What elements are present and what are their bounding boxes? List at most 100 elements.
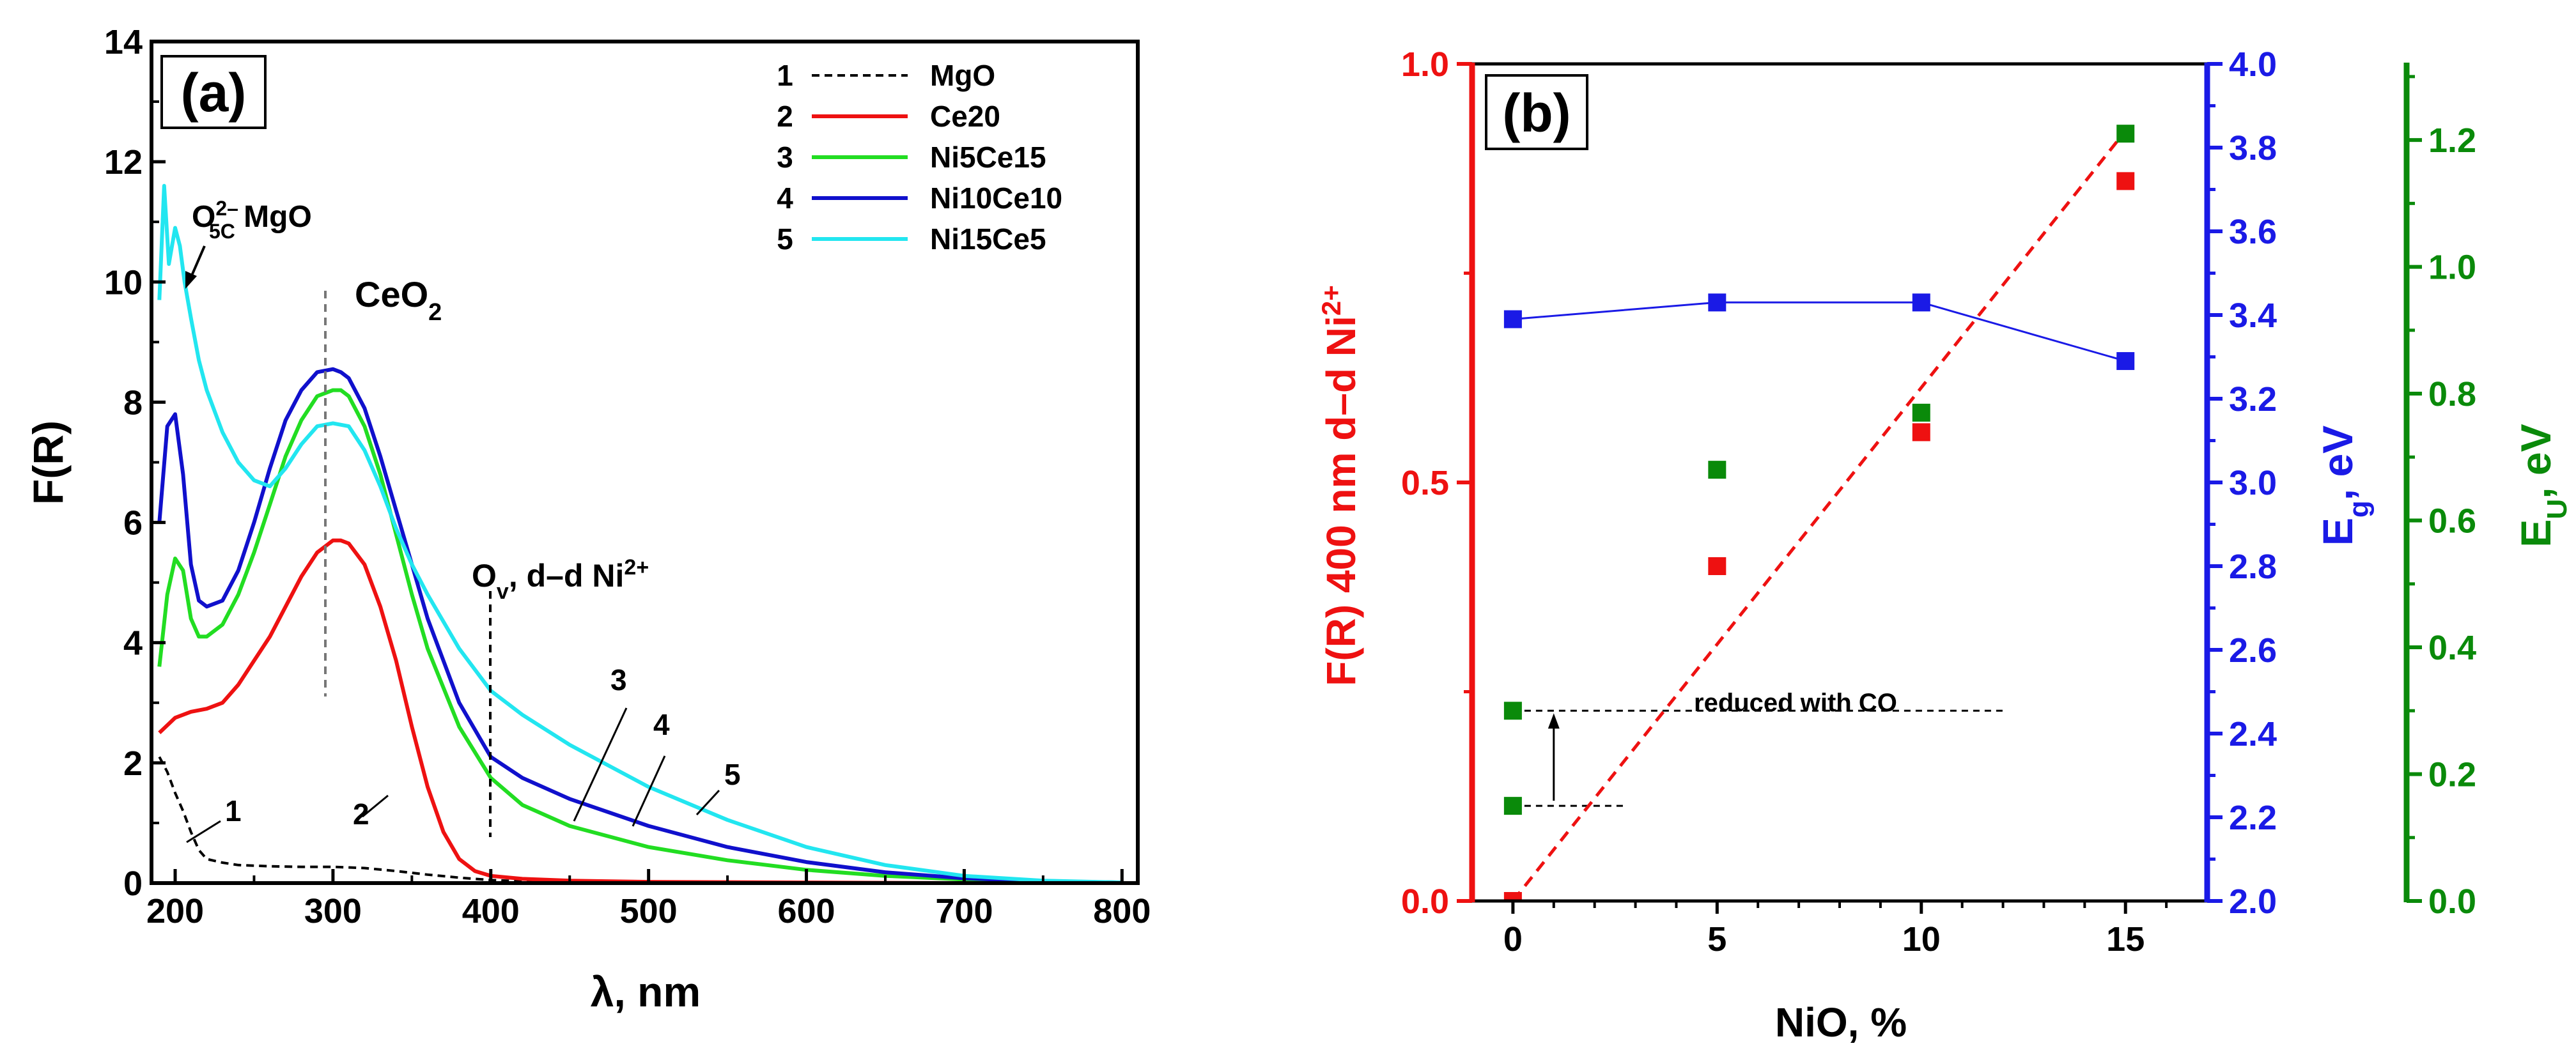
series-line-ni10ce10 bbox=[157, 367, 1122, 883]
panel-b-xlabel: NiO, % bbox=[1775, 999, 1907, 1045]
x-tick-label: 500 bbox=[620, 892, 678, 930]
curve-2-leader bbox=[362, 794, 389, 818]
x-tick-label: 300 bbox=[304, 892, 362, 930]
legend-number: 3 bbox=[777, 141, 793, 174]
legend-name: MgO bbox=[930, 59, 995, 92]
y-eg-tick-label: 2.6 bbox=[2229, 631, 2277, 670]
eg-point bbox=[1912, 293, 1930, 312]
x-tick-label: 400 bbox=[462, 892, 520, 930]
y-eu-tick-label: 0.0 bbox=[2428, 882, 2476, 921]
x-tick-label: 600 bbox=[777, 892, 835, 930]
curve-label-5: 5 bbox=[724, 758, 741, 791]
y-eu-tick-label: 0.6 bbox=[2428, 502, 2476, 541]
eg-point bbox=[2116, 352, 2135, 371]
eu-point bbox=[1503, 702, 1522, 720]
y-tick-label: 4 bbox=[123, 624, 143, 663]
panel-b-content bbox=[1503, 125, 2135, 901]
legend-number: 1 bbox=[777, 59, 793, 92]
series-line-ni15ce5 bbox=[157, 183, 1122, 883]
eg-point bbox=[1708, 293, 1726, 312]
eg-line bbox=[1512, 301, 2126, 362]
panel-a-label: (a) bbox=[181, 63, 247, 123]
y-eg-tick-label: 2.4 bbox=[2229, 715, 2277, 753]
panel-a-curves bbox=[157, 183, 1122, 883]
series-line-ni5ce15 bbox=[157, 388, 1122, 883]
curve-label-1: 1 bbox=[225, 794, 242, 827]
x-tick-label: 10 bbox=[1902, 920, 1941, 958]
curve-5-leader bbox=[695, 789, 720, 816]
curve-label-4: 4 bbox=[653, 708, 670, 741]
y-eg-tick-label: 3.4 bbox=[2229, 296, 2277, 335]
fit-line bbox=[1511, 130, 2127, 901]
eu-point bbox=[1912, 403, 1930, 422]
fr-point bbox=[1503, 892, 1522, 901]
y-eg-tick-label: 2.0 bbox=[2229, 882, 2277, 921]
panel-b-ticks: 0 5 10 15 0.0 0.5 1.0 2.0 2.2 2.4 2.6 2.8 3.0 3.2 3.4 3… bbox=[1401, 45, 2476, 958]
x-tick-label: 800 bbox=[1093, 892, 1151, 930]
ov-annotation: Ov, d–d Ni2+ bbox=[472, 555, 649, 604]
panel-b-label: (b) bbox=[1502, 83, 1571, 143]
legend-number: 2 bbox=[777, 100, 793, 133]
curve-3-leader bbox=[573, 707, 628, 822]
curve-1-leader bbox=[186, 820, 221, 843]
fr-point bbox=[1708, 557, 1726, 575]
legend-name: Ni15Ce5 bbox=[930, 222, 1046, 256]
x-tick-label: 200 bbox=[146, 892, 204, 930]
legend-name: Ni10Ce10 bbox=[930, 181, 1062, 215]
panel-b-ylabel-left: F(R) 400 nm d–d Ni2+ bbox=[1316, 285, 1365, 686]
y-tick-label: 8 bbox=[123, 383, 143, 422]
reduced-arrowhead bbox=[1548, 713, 1560, 729]
series-line-mgo bbox=[158, 756, 1122, 883]
panel-a-label-box bbox=[160, 55, 267, 129]
y-eg-tick-label: 3.2 bbox=[2229, 380, 2277, 419]
panel-b-ylabel-eg: Eg, eV bbox=[2314, 426, 2375, 546]
eu-point bbox=[1503, 797, 1522, 815]
y-eu-tick-label: 0.2 bbox=[2428, 756, 2476, 794]
y-tick-label: 2 bbox=[123, 744, 143, 783]
y-eg-tick-label: 2.8 bbox=[2229, 548, 2277, 586]
eu-point bbox=[1708, 461, 1726, 479]
y-tick-label: 10 bbox=[104, 263, 143, 302]
y-tick-label: 14 bbox=[104, 23, 143, 61]
ceo2-annotation: CeO2 bbox=[355, 274, 442, 326]
y-eg-tick-label: 4.0 bbox=[2229, 45, 2277, 84]
panel-a-guides bbox=[324, 291, 492, 837]
series-line-ce20 bbox=[158, 538, 1122, 883]
y-eg-tick-label: 3.8 bbox=[2229, 129, 2277, 167]
panel-a-legend: 1 MgO 2 Ce20 3 Ni5Ce15 4 Ni10Ce10 5 Ni15Ce5 bbox=[777, 59, 1062, 256]
y-left-tick-label: 0.0 bbox=[1401, 882, 1449, 921]
x-tick-label: 700 bbox=[935, 892, 993, 930]
fr-point bbox=[2116, 172, 2135, 190]
legend-name: Ni5Ce15 bbox=[930, 141, 1046, 174]
y-left-tick-label: 1.0 bbox=[1401, 45, 1449, 84]
panel-a-ylabel: F(R) bbox=[24, 420, 72, 505]
panel-b-label-box bbox=[1485, 74, 1588, 150]
y-eu-tick-label: 1.2 bbox=[2428, 121, 2476, 160]
panel-b: 0 5 10 15 0.0 0.5 1.0 2.0 2.2 2.4 2.6 2.8 3.0 3.2 3.4 3… bbox=[1316, 45, 2573, 1045]
y-tick-label: 6 bbox=[123, 504, 143, 543]
y-eu-tick-label: 0.4 bbox=[2428, 629, 2476, 667]
mgo-site-arrowhead bbox=[185, 271, 197, 289]
eu-point bbox=[2116, 125, 2135, 143]
panel-a-xlabel: λ, nm bbox=[591, 968, 701, 1015]
y-eg-tick-label: 2.2 bbox=[2229, 799, 2277, 837]
x-tick-label: 15 bbox=[2106, 920, 2145, 958]
legend-number: 5 bbox=[777, 222, 793, 256]
reduced-with-co-annotation: reduced with CO bbox=[1694, 689, 1897, 717]
y-left-tick-label: 0.5 bbox=[1401, 464, 1449, 502]
x-tick-label: 0 bbox=[1503, 920, 1523, 958]
curve-label-2: 2 bbox=[353, 797, 369, 831]
y-eu-tick-label: 1.0 bbox=[2428, 249, 2476, 287]
curve-label-3: 3 bbox=[610, 663, 627, 696]
y-tick-label: 12 bbox=[104, 143, 143, 181]
y-tick-label: 0 bbox=[123, 865, 143, 903]
panel-b-ylabel-eu: EU, eV bbox=[2512, 424, 2573, 547]
fr-point bbox=[1912, 423, 1930, 442]
x-tick-label: 5 bbox=[1707, 920, 1726, 958]
eg-point bbox=[1503, 310, 1522, 328]
y-eg-tick-label: 3.0 bbox=[2229, 464, 2277, 502]
curve-4-leader bbox=[632, 755, 666, 827]
